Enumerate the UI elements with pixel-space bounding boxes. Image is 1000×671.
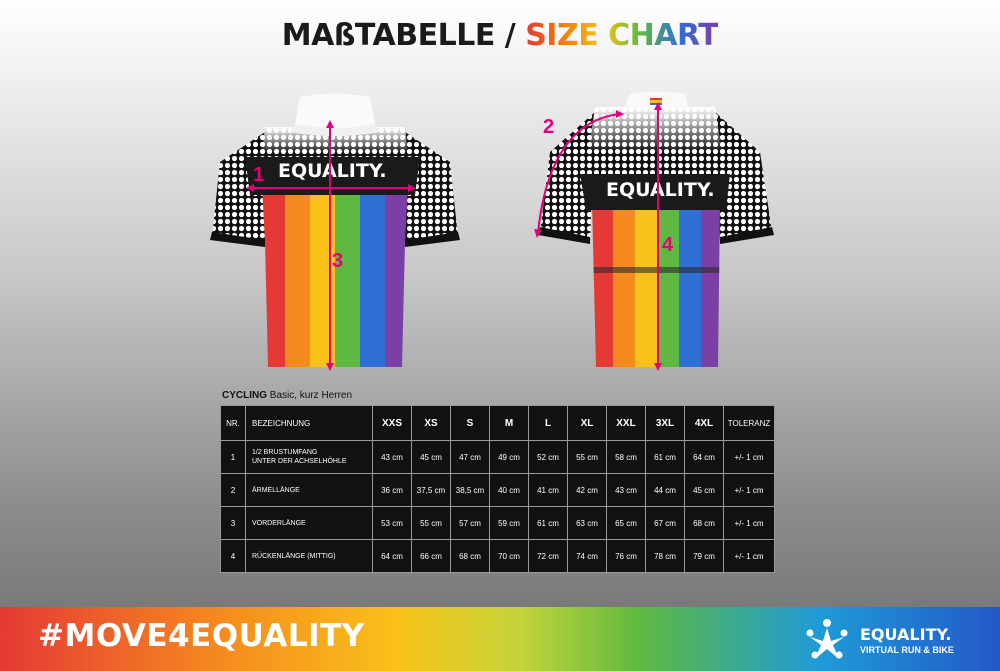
header-nr: NR.	[220, 405, 246, 441]
cell-value: 74 cm	[567, 539, 607, 573]
footer-banner: #MOVE4EQUALITY EQUALITY. VIRTUAL RUN & B…	[0, 607, 1000, 671]
header-size-xl: XL	[567, 405, 607, 441]
hashtag-text: #MOVE4EQUALITY	[38, 618, 365, 654]
header-size-l: L	[528, 405, 568, 441]
header-tolerance: TOLERANZ	[723, 405, 775, 441]
runner-star-icon	[806, 619, 848, 659]
cell-value: 59 cm	[489, 506, 529, 540]
marker-3: 3	[332, 250, 344, 272]
row-nr: 2	[220, 473, 246, 507]
table-header-row: NR. BEZEICHNUNG XXS XS S M L XL XXL 3XL …	[220, 405, 775, 441]
front-measure-lines	[246, 120, 416, 371]
cell-value: 61 cm	[528, 506, 568, 540]
cell-value: 63 cm	[567, 506, 607, 540]
cell-tolerance: +/- 1 cm	[723, 440, 775, 474]
header-size-xxs: XXS	[372, 405, 412, 441]
logo-name: EQUALITY.	[860, 625, 952, 644]
back-chest-text: EQUALITY.	[606, 179, 715, 201]
header-size-4xl: 4XL	[684, 405, 724, 441]
cell-value: 38,5 cm	[450, 473, 490, 507]
table-row: 3 VORDERLÄNGE 53 cm 55 cm 57 cm 59 cm 61…	[220, 506, 775, 540]
equality-logo: EQUALITY. VIRTUAL RUN & BIKE	[800, 615, 990, 667]
cell-tolerance: +/- 1 cm	[723, 539, 775, 573]
row-description: 1/2 BRUSTUMFANG UNTER DER ACHSELHÖHLE	[245, 440, 373, 474]
row-nr: 1	[220, 440, 246, 474]
cell-value: 76 cm	[606, 539, 646, 573]
back-measure-lines	[534, 102, 662, 371]
header-size-3xl: 3XL	[645, 405, 685, 441]
cell-value: 72 cm	[528, 539, 568, 573]
cell-value: 70 cm	[489, 539, 529, 573]
cell-value: 43 cm	[606, 473, 646, 507]
header-size-s: S	[450, 405, 490, 441]
table-row: 2 ÄRMELLÄNGE 36 cm 37,5 cm 38,5 cm 40 cm…	[220, 473, 775, 507]
row-nr: 3	[220, 506, 246, 540]
cell-tolerance: +/- 1 cm	[723, 506, 775, 540]
row-description: ÄRMELLÄNGE	[245, 473, 373, 507]
cell-value: 43 cm	[372, 440, 412, 474]
cell-value: 49 cm	[489, 440, 529, 474]
cell-value: 78 cm	[645, 539, 685, 573]
cell-value: 64 cm	[684, 440, 724, 474]
cell-value: 55 cm	[411, 506, 451, 540]
cell-value: 55 cm	[567, 440, 607, 474]
header-size-m: M	[489, 405, 529, 441]
cell-value: 40 cm	[489, 473, 529, 507]
table-caption: CYCLING Basic, kurz Herren	[222, 390, 352, 401]
cell-value: 41 cm	[528, 473, 568, 507]
title-german: MAßTABELLE	[281, 18, 496, 53]
cell-value: 53 cm	[372, 506, 412, 540]
row-description: VORDERLÄNGE	[245, 506, 373, 540]
header-size-xs: XS	[411, 405, 451, 441]
cell-value: 47 cm	[450, 440, 490, 474]
header-description: BEZEICHNUNG	[245, 405, 373, 441]
marker-4: 4	[662, 234, 674, 256]
cell-value: 45 cm	[411, 440, 451, 474]
logo-subtitle: VIRTUAL RUN & BIKE	[860, 645, 954, 655]
cell-value: 57 cm	[450, 506, 490, 540]
row-description: RÜCKENLÄNGE (MITTIG)	[245, 539, 373, 573]
row-nr: 4	[220, 539, 246, 573]
caption-sub: Basic, kurz Herren	[269, 390, 353, 401]
desc-line-1: VORDERLÄNGE	[252, 519, 306, 527]
cell-value: 67 cm	[645, 506, 685, 540]
size-table: NR. BEZEICHNUNG XXS XS S M L XL XXL 3XL …	[220, 405, 775, 573]
front-chest-text: EQUALITY.	[278, 160, 387, 182]
desc-line-1: RÜCKENLÄNGE (MITTIG)	[252, 552, 336, 560]
cell-value: 65 cm	[606, 506, 646, 540]
caption-main: CYCLING	[222, 390, 267, 401]
back-jersey-image: EQUALITY. 2 4	[530, 92, 780, 374]
desc-line-1: 1/2 BRUSTUMFANG	[252, 449, 318, 456]
cell-value: 64 cm	[372, 539, 412, 573]
cell-value: 68 cm	[684, 506, 724, 540]
cell-value: 42 cm	[567, 473, 607, 507]
table-row: 4 RÜCKENLÄNGE (MITTIG) 64 cm 66 cm 68 cm…	[220, 539, 775, 573]
cell-value: 58 cm	[606, 440, 646, 474]
marker-1: 1	[253, 164, 265, 186]
cell-value: 36 cm	[372, 473, 412, 507]
cell-value: 68 cm	[450, 539, 490, 573]
cell-value: 44 cm	[645, 473, 685, 507]
table-row: 1 1/2 BRUSTUMFANG UNTER DER ACHSELHÖHLE 4…	[220, 440, 775, 474]
marker-2: 2	[543, 116, 555, 138]
page-title: MAßTABELLE / SIZE CHART	[0, 18, 1000, 53]
cell-value: 37,5 cm	[411, 473, 451, 507]
front-jersey-image: EQUALITY. 1 3	[210, 92, 460, 374]
title-english: SIZE CHART	[525, 18, 719, 53]
cell-value: 61 cm	[645, 440, 685, 474]
desc-line-1: ÄRMELLÄNGE	[252, 486, 300, 494]
header-size-xxl: XXL	[606, 405, 646, 441]
cell-tolerance: +/- 1 cm	[723, 473, 775, 507]
cell-value: 52 cm	[528, 440, 568, 474]
cell-value: 79 cm	[684, 539, 724, 573]
desc-line-2: UNTER DER ACHSELHÖHLE	[252, 458, 347, 465]
cell-value: 45 cm	[684, 473, 724, 507]
cell-value: 66 cm	[411, 539, 451, 573]
title-separator: /	[494, 18, 526, 53]
